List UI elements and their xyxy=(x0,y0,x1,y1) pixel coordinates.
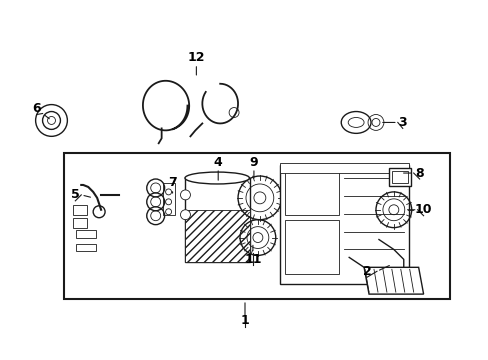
Circle shape xyxy=(180,210,190,220)
Text: 12: 12 xyxy=(187,51,204,64)
Text: 2: 2 xyxy=(362,265,371,278)
Circle shape xyxy=(180,190,190,200)
Bar xyxy=(163,183,174,215)
Bar xyxy=(64,153,449,299)
Bar xyxy=(185,178,249,262)
Text: 6: 6 xyxy=(32,102,41,115)
Bar xyxy=(73,205,87,215)
Bar xyxy=(185,210,249,262)
Bar xyxy=(284,170,339,215)
Text: 1: 1 xyxy=(240,314,249,327)
Bar xyxy=(76,230,96,238)
Bar xyxy=(279,163,408,173)
Bar xyxy=(391,171,407,183)
Text: 7: 7 xyxy=(168,176,177,189)
Bar xyxy=(76,243,96,251)
Polygon shape xyxy=(364,267,423,294)
Text: 5: 5 xyxy=(71,188,80,201)
Text: 11: 11 xyxy=(244,253,261,266)
Text: 3: 3 xyxy=(398,116,406,129)
Ellipse shape xyxy=(184,172,249,184)
Text: 9: 9 xyxy=(249,156,258,168)
Text: 4: 4 xyxy=(213,156,222,168)
Bar xyxy=(284,220,339,274)
Bar xyxy=(73,218,87,228)
Text: 8: 8 xyxy=(414,167,423,180)
Bar xyxy=(388,168,410,186)
Bar xyxy=(279,165,408,284)
Text: 10: 10 xyxy=(414,203,431,216)
